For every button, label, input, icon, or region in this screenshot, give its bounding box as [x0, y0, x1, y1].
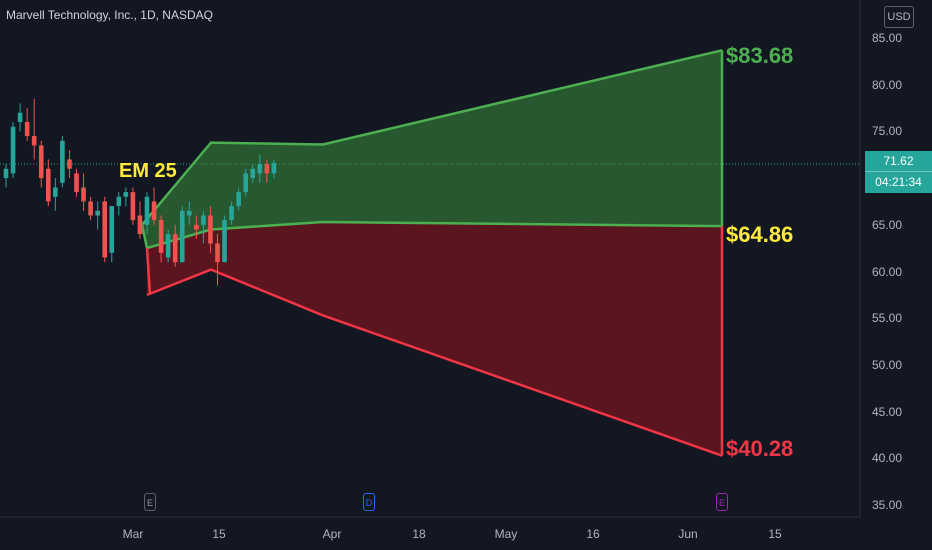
candle-body[interactable]	[257, 164, 263, 174]
candle-body[interactable]	[194, 224, 199, 230]
candle-body[interactable]	[187, 210, 192, 216]
price-tick-label: 35.00	[872, 498, 903, 512]
candle-body[interactable]	[215, 243, 220, 263]
upper-band-start[interactable]	[140, 224, 149, 249]
event-marker[interactable]: E	[716, 493, 728, 511]
last-price-tag: 71.62 04:21:34	[865, 151, 932, 193]
candle-body[interactable]	[179, 210, 185, 263]
candle-body[interactable]	[24, 122, 30, 137]
candle-body[interactable]	[88, 201, 93, 216]
event-marker[interactable]: D	[363, 493, 375, 511]
time-tick-label: May	[494, 527, 518, 541]
bar-countdown: 04:21:34	[875, 175, 922, 189]
candle-body[interactable]	[53, 187, 58, 197]
candle-body[interactable]	[250, 168, 256, 179]
time-tick-label: Mar	[122, 527, 144, 541]
chart-title: Marvell Technology, Inc., 1D, NASDAQ	[6, 8, 213, 22]
candle-body[interactable]	[236, 192, 241, 207]
candle-body[interactable]	[17, 112, 23, 123]
candle-body[interactable]	[38, 145, 44, 179]
candle-body[interactable]	[116, 196, 122, 207]
candle-body[interactable]	[137, 215, 143, 235]
candle-body[interactable]	[151, 201, 157, 221]
time-tick-label: 18	[412, 527, 426, 541]
lower-band-line[interactable]	[146, 268, 723, 457]
time-tick-label: Apr	[322, 527, 342, 541]
candle-body[interactable]	[60, 140, 65, 183]
expected-move-bands	[140, 49, 724, 457]
currency-button[interactable]: USD	[884, 6, 914, 28]
time-tick-label: 16	[586, 527, 600, 541]
candle-body[interactable]	[10, 126, 16, 174]
event-marker[interactable]: E	[144, 493, 156, 511]
candle-body[interactable]	[172, 234, 178, 263]
candle-body[interactable]	[74, 173, 79, 193]
candle-body[interactable]	[81, 187, 86, 202]
candle-body[interactable]	[264, 164, 270, 174]
price-tick-label: 80.00	[872, 77, 903, 92]
last-price-value: 71.62	[883, 154, 914, 168]
price-tick-label: 60.00	[872, 264, 903, 279]
candle-body[interactable]	[165, 234, 171, 258]
candle-body[interactable]	[229, 206, 234, 221]
candle-body[interactable]	[3, 168, 9, 179]
price-tick-label: 45.00	[872, 404, 903, 419]
candle-body[interactable]	[243, 173, 248, 193]
candle-body[interactable]	[95, 210, 100, 216]
time-tick-label: Jun	[678, 527, 698, 541]
candle-body[interactable]	[144, 196, 150, 225]
candle-body[interactable]	[158, 220, 164, 253]
lower-band-start[interactable]	[145, 248, 152, 295]
candle-body[interactable]	[130, 192, 136, 221]
price-tick-label: 65.00	[872, 217, 903, 232]
price-tick-label: 50.00	[872, 357, 903, 372]
candle-body[interactable]	[67, 159, 72, 169]
candle-body[interactable]	[222, 220, 227, 263]
candle-body[interactable]	[46, 168, 51, 202]
em-label: EM 25	[119, 160, 177, 182]
middle-band-line[interactable]	[146, 220, 723, 250]
candle-body[interactable]	[201, 215, 206, 225]
upper-band-line[interactable]	[141, 49, 723, 226]
price-tick-label: 55.00	[872, 311, 903, 326]
candle-body[interactable]	[109, 206, 115, 253]
upper-level-label: $83.68	[726, 43, 794, 68]
candle-body[interactable]	[208, 215, 213, 244]
time-tick-label: 15	[768, 527, 782, 541]
candle-body[interactable]	[102, 201, 107, 258]
upper-band-fill	[142, 50, 722, 249]
candle-body[interactable]	[123, 192, 129, 197]
candlestick-series	[3, 98, 277, 286]
price-tick-label: 40.00	[872, 451, 903, 466]
lower-band-fill	[147, 222, 722, 456]
lower-level-label: $40.28	[726, 436, 794, 461]
price-tick-label: 75.00	[872, 124, 903, 139]
candle-body[interactable]	[271, 162, 277, 174]
middle-level-label: $64.86	[726, 222, 794, 247]
time-tick-label: 15	[212, 527, 226, 541]
candle-body[interactable]	[31, 136, 37, 146]
price-tick-label: 85.00	[872, 31, 903, 45]
